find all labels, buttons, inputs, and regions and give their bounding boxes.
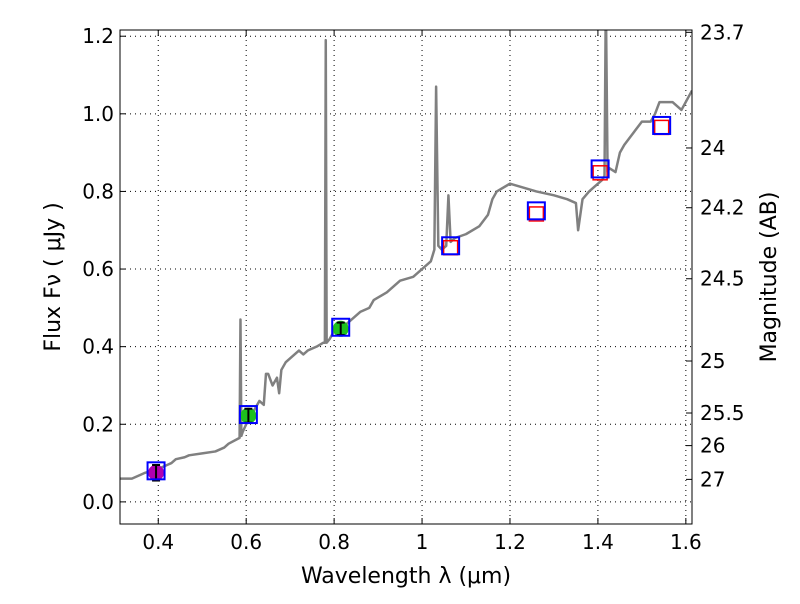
y2-axis-label: Magnitude (AB) <box>757 192 782 363</box>
y2-tick-label: 27 <box>700 467 725 491</box>
y-tick-label: 0.6 <box>82 257 114 281</box>
x-tick-label: 1.6 <box>670 530 702 554</box>
x-tick-label: 0.8 <box>318 530 350 554</box>
model-point <box>441 236 461 256</box>
y2-tick-label: 26 <box>700 434 725 458</box>
x-tick-label: 1.2 <box>494 530 526 554</box>
spectrum-line <box>120 30 692 480</box>
y2-tick-label: 25 <box>700 349 725 373</box>
spectrum-layer <box>120 30 692 480</box>
model-point <box>146 461 166 481</box>
observed-point <box>592 165 608 181</box>
observed-point <box>528 206 545 222</box>
y2-tick-label: 23.7 <box>700 20 745 44</box>
x-tick-label: 1 <box>416 530 429 554</box>
model-point <box>526 201 546 221</box>
x-tick-label: 0.6 <box>230 530 262 554</box>
y-tick-label: 1.0 <box>82 102 114 126</box>
model-point <box>238 405 258 425</box>
x-tick-label: 0.4 <box>142 530 174 554</box>
grid <box>120 30 692 524</box>
y-tick-label: 0.8 <box>82 179 114 203</box>
y-tick-label: 1.2 <box>82 24 114 48</box>
y2-tick-label: 24.2 <box>700 196 745 220</box>
model-point <box>652 115 672 135</box>
y-tick-label: 0.2 <box>82 412 114 436</box>
ticks: 0.4 0.6 0.8 1 1.2 1.4 1.6 0.0 0.2 0.4 0.6 0.8 1.0 1.2… <box>82 20 744 554</box>
y2-tick-label: 25.5 <box>700 401 745 425</box>
x-tick-label: 1.4 <box>582 530 614 554</box>
y-tick-label: 0.0 <box>82 490 114 514</box>
observed-point <box>653 119 670 136</box>
y-tick-label: 0.4 <box>82 335 114 359</box>
y2-tick-label: 24 <box>700 136 725 160</box>
model-point <box>331 317 351 337</box>
points-layer <box>146 115 672 482</box>
model-point <box>590 159 610 179</box>
x-axis-label: Wavelength λ (μm) <box>301 564 511 589</box>
y-axis-label: Flux Fν ( μJy ) <box>41 202 66 351</box>
y2-tick-label: 24.5 <box>700 267 745 291</box>
plot-frame <box>119 29 693 525</box>
